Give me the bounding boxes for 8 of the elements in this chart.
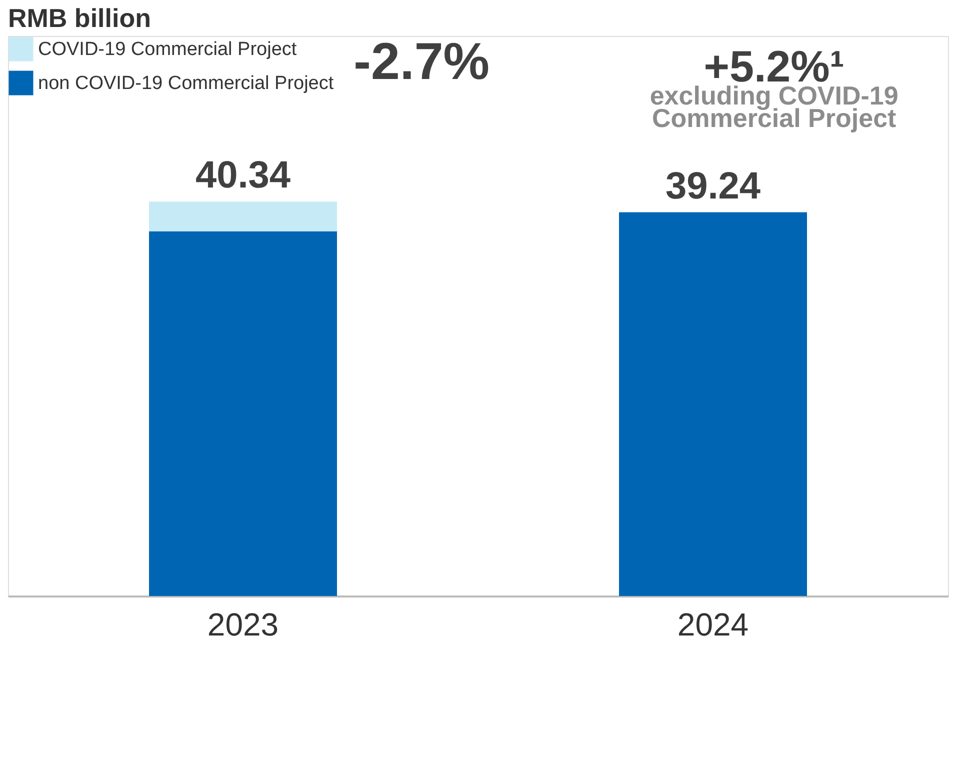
x-tick-label: 2023 [207,606,279,642]
text: -2.7% [354,32,490,91]
annotation: 40.34 [195,154,291,197]
chart-title: RMB billion [8,3,151,33]
legend-label: non COVID-19 Commercial Project [38,73,334,94]
legend-label: COVID-19 Commercial Project [38,39,298,60]
x-tick-label: 2024 [677,606,749,642]
annotation: 39.24 [665,165,761,208]
